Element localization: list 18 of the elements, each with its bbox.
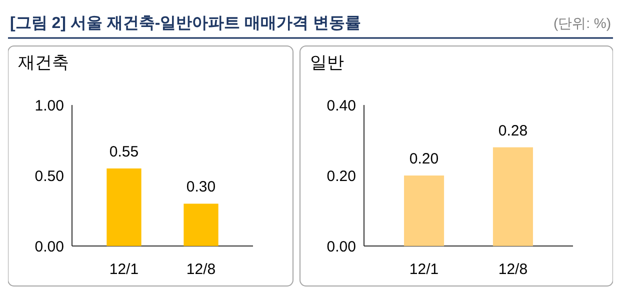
data-label: 0.55: [109, 143, 139, 160]
text: (단위: %): [553, 15, 611, 31]
chart-title: [그림 2] 서울 재건축-일반아파트 매매가격 변동률: [10, 15, 362, 32]
y-tick-label: 0.20: [326, 168, 356, 185]
x-tick-label: 12/1: [109, 261, 139, 278]
y-tick-label: 1.00: [34, 97, 64, 114]
data-label: 0.20: [409, 150, 439, 168]
data-label: 0.30: [186, 178, 216, 196]
data-label: 0.28: [498, 122, 528, 140]
chart-title: 일반: [310, 53, 344, 72]
x-tick-label: 12/8: [186, 261, 216, 278]
y-tick-label: 0.50: [34, 168, 64, 185]
y-tick-label: 0.00: [34, 238, 64, 256]
y-tick-label: 0.00: [326, 238, 356, 256]
x-tick-label: 12/1: [409, 261, 439, 278]
chart-subtitle: 재건축: [18, 53, 69, 72]
x-tick-label: 12/8: [498, 261, 528, 278]
y-tick-label: 0.40: [326, 97, 356, 114]
